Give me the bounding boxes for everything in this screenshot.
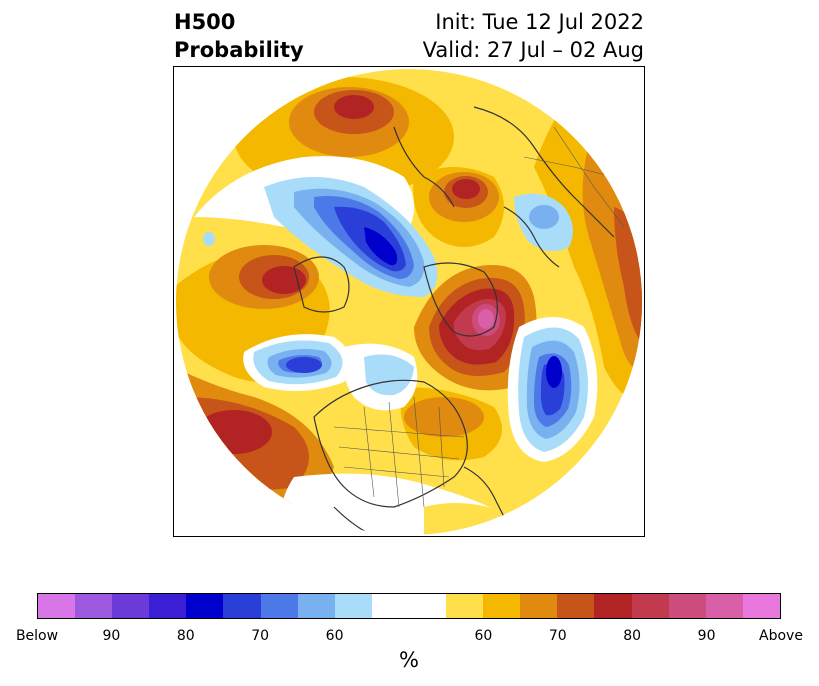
colorbar-swatch bbox=[75, 594, 113, 618]
colorbar-tick-label: 90 bbox=[697, 628, 716, 644]
colorbar-swatch bbox=[668, 594, 706, 618]
colorbar-swatch bbox=[297, 594, 335, 618]
colorbar-swatch bbox=[594, 594, 632, 618]
colorbar-swatch bbox=[149, 594, 187, 618]
colorbar-swatch bbox=[223, 594, 261, 618]
colorbar-swatch bbox=[631, 594, 669, 618]
colorbar-tick-label: 70 bbox=[251, 628, 270, 644]
colorbar-tick-label: 80 bbox=[176, 628, 195, 644]
valid-date: Valid: 27 Jul – 02 Aug bbox=[422, 38, 644, 62]
colorbar-tick-label: 70 bbox=[548, 628, 567, 644]
colorbar-swatch bbox=[705, 594, 743, 618]
colorbar-swatch bbox=[520, 594, 558, 618]
state-borders bbox=[333, 126, 625, 508]
colorbar-swatch bbox=[186, 594, 224, 618]
title-line-1: H500 bbox=[174, 10, 236, 34]
colorbar-swatch bbox=[260, 594, 298, 618]
colorbar-tick-label: 80 bbox=[623, 628, 642, 644]
colorbar-swatch bbox=[446, 594, 484, 618]
colorbar-swatch bbox=[334, 594, 372, 618]
colorbar bbox=[37, 593, 781, 619]
probability-field bbox=[176, 69, 642, 535]
colorbar-swatch bbox=[408, 594, 447, 618]
colorbar-unit-label: % bbox=[399, 648, 419, 672]
map-title: H500 Probability bbox=[174, 8, 304, 64]
colorbar-swatch bbox=[38, 594, 76, 618]
colorbar-tick-label: 60 bbox=[325, 628, 344, 644]
colorbar-swatch bbox=[557, 594, 595, 618]
date-info: Init: Tue 12 Jul 2022 Valid: 27 Jul – 02… bbox=[423, 8, 644, 64]
init-date: Init: Tue 12 Jul 2022 bbox=[435, 10, 644, 34]
colorbar-tick-label: 60 bbox=[474, 628, 493, 644]
title-line-2: Probability bbox=[174, 38, 304, 62]
colorbar-tick-label: Below bbox=[15, 628, 59, 644]
colorbar-swatch bbox=[371, 594, 409, 618]
colorbar-swatch bbox=[483, 594, 521, 618]
colorbar-tick-label: Above bbox=[759, 628, 803, 644]
colorbar-swatch bbox=[742, 594, 780, 618]
colorbar-tick-label: 90 bbox=[102, 628, 121, 644]
colorbar-swatch bbox=[112, 594, 150, 618]
polar-map bbox=[173, 66, 645, 537]
